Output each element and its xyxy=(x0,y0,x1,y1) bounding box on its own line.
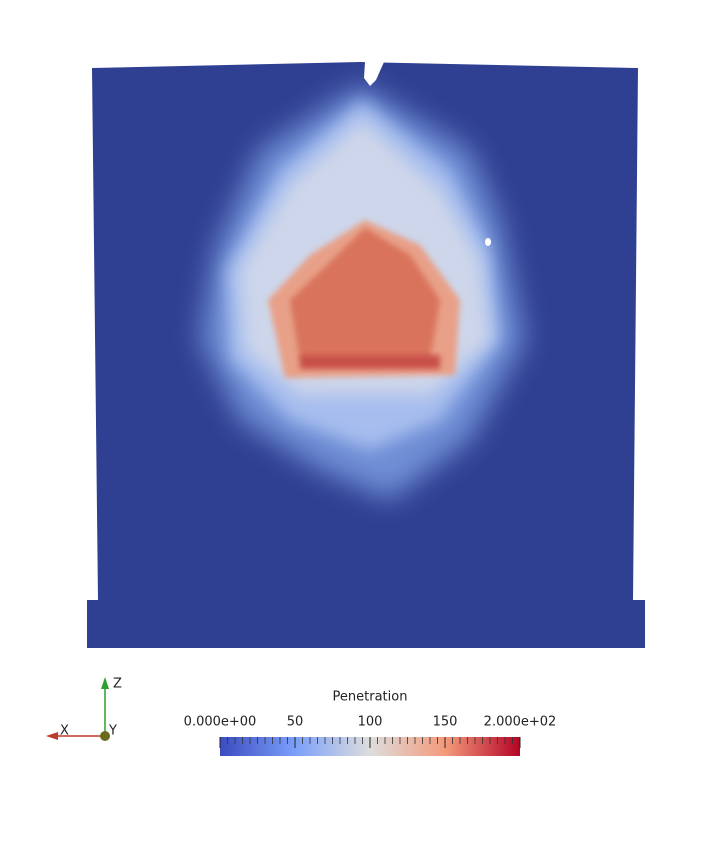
z-arrow xyxy=(101,677,109,689)
simulation-render xyxy=(87,62,645,648)
y-label: Y xyxy=(108,724,117,739)
tick-label: 150 xyxy=(433,715,458,730)
z-label: Z xyxy=(113,677,122,692)
axes-triad: Z X Y xyxy=(46,677,122,741)
tick-label: 100 xyxy=(358,715,383,730)
tick-label: 50 xyxy=(287,715,304,730)
color-legend: Penetration 0.000e+00 50 100 150 2.000e+02 xyxy=(184,690,557,756)
tick-label: 2.000e+02 xyxy=(484,715,557,730)
x-label: X xyxy=(60,724,69,739)
y-axis-origin xyxy=(100,731,110,741)
colorbar-title: Penetration xyxy=(333,690,408,705)
tick-label: 0.000e+00 xyxy=(184,715,257,730)
x-arrow xyxy=(46,732,58,740)
